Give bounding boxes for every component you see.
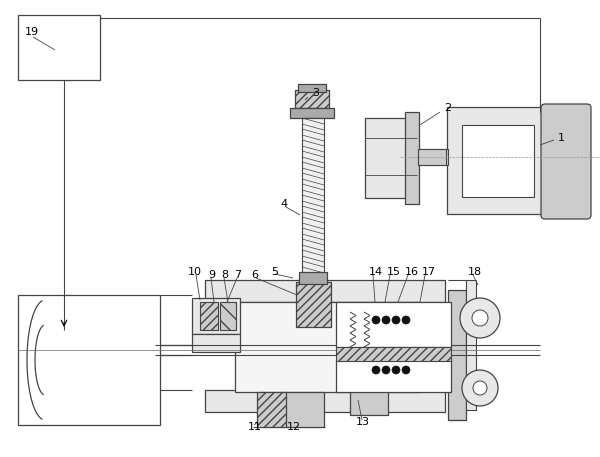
Circle shape bbox=[402, 316, 410, 324]
Circle shape bbox=[382, 366, 390, 374]
Bar bbox=[205, 280, 445, 302]
Circle shape bbox=[462, 370, 498, 406]
Bar bbox=[18, 15, 100, 80]
Text: 9: 9 bbox=[208, 270, 215, 280]
Bar bbox=[447, 107, 547, 214]
Circle shape bbox=[402, 366, 410, 374]
Bar bbox=[466, 280, 476, 410]
Text: 14: 14 bbox=[369, 267, 383, 277]
Text: 19: 19 bbox=[25, 27, 39, 37]
Circle shape bbox=[473, 381, 487, 395]
Bar bbox=[192, 334, 240, 352]
Circle shape bbox=[372, 316, 380, 324]
Bar bbox=[205, 390, 445, 412]
Text: 18: 18 bbox=[468, 267, 482, 277]
Text: 17: 17 bbox=[422, 267, 436, 277]
FancyBboxPatch shape bbox=[541, 104, 591, 219]
Text: 4: 4 bbox=[280, 199, 287, 209]
Text: 15: 15 bbox=[387, 267, 401, 277]
Text: 3: 3 bbox=[312, 88, 319, 98]
Bar bbox=[336, 360, 451, 392]
Bar bbox=[290, 108, 334, 118]
Bar bbox=[220, 302, 236, 330]
Bar bbox=[336, 302, 451, 347]
Bar bbox=[296, 282, 331, 327]
Text: 2: 2 bbox=[444, 103, 451, 113]
Circle shape bbox=[372, 366, 380, 374]
Text: 1: 1 bbox=[558, 133, 565, 143]
Bar bbox=[350, 383, 388, 415]
Bar bbox=[418, 149, 446, 165]
Circle shape bbox=[382, 316, 390, 324]
Circle shape bbox=[392, 366, 400, 374]
Bar bbox=[302, 118, 324, 295]
Circle shape bbox=[392, 316, 400, 324]
Text: 16: 16 bbox=[405, 267, 419, 277]
Bar bbox=[257, 392, 287, 427]
Bar bbox=[192, 298, 240, 334]
Bar bbox=[405, 112, 419, 204]
Text: 12: 12 bbox=[287, 422, 301, 432]
Text: 7: 7 bbox=[234, 270, 241, 280]
Bar bbox=[299, 272, 327, 284]
Text: 11: 11 bbox=[248, 422, 262, 432]
Bar bbox=[415, 149, 448, 165]
Bar bbox=[462, 125, 534, 197]
Text: 13: 13 bbox=[356, 417, 370, 427]
Text: 10: 10 bbox=[188, 267, 202, 277]
Bar bbox=[286, 392, 324, 427]
Bar bbox=[18, 295, 160, 425]
Bar bbox=[235, 302, 420, 392]
Bar bbox=[448, 290, 466, 420]
Text: 5: 5 bbox=[271, 267, 278, 277]
Circle shape bbox=[460, 298, 500, 338]
Bar bbox=[295, 90, 329, 108]
Bar bbox=[365, 118, 417, 198]
Circle shape bbox=[472, 310, 488, 326]
Text: 8: 8 bbox=[221, 270, 228, 280]
Text: 6: 6 bbox=[251, 270, 258, 280]
Bar bbox=[298, 84, 326, 92]
Bar bbox=[200, 302, 218, 330]
Bar bbox=[336, 347, 451, 361]
